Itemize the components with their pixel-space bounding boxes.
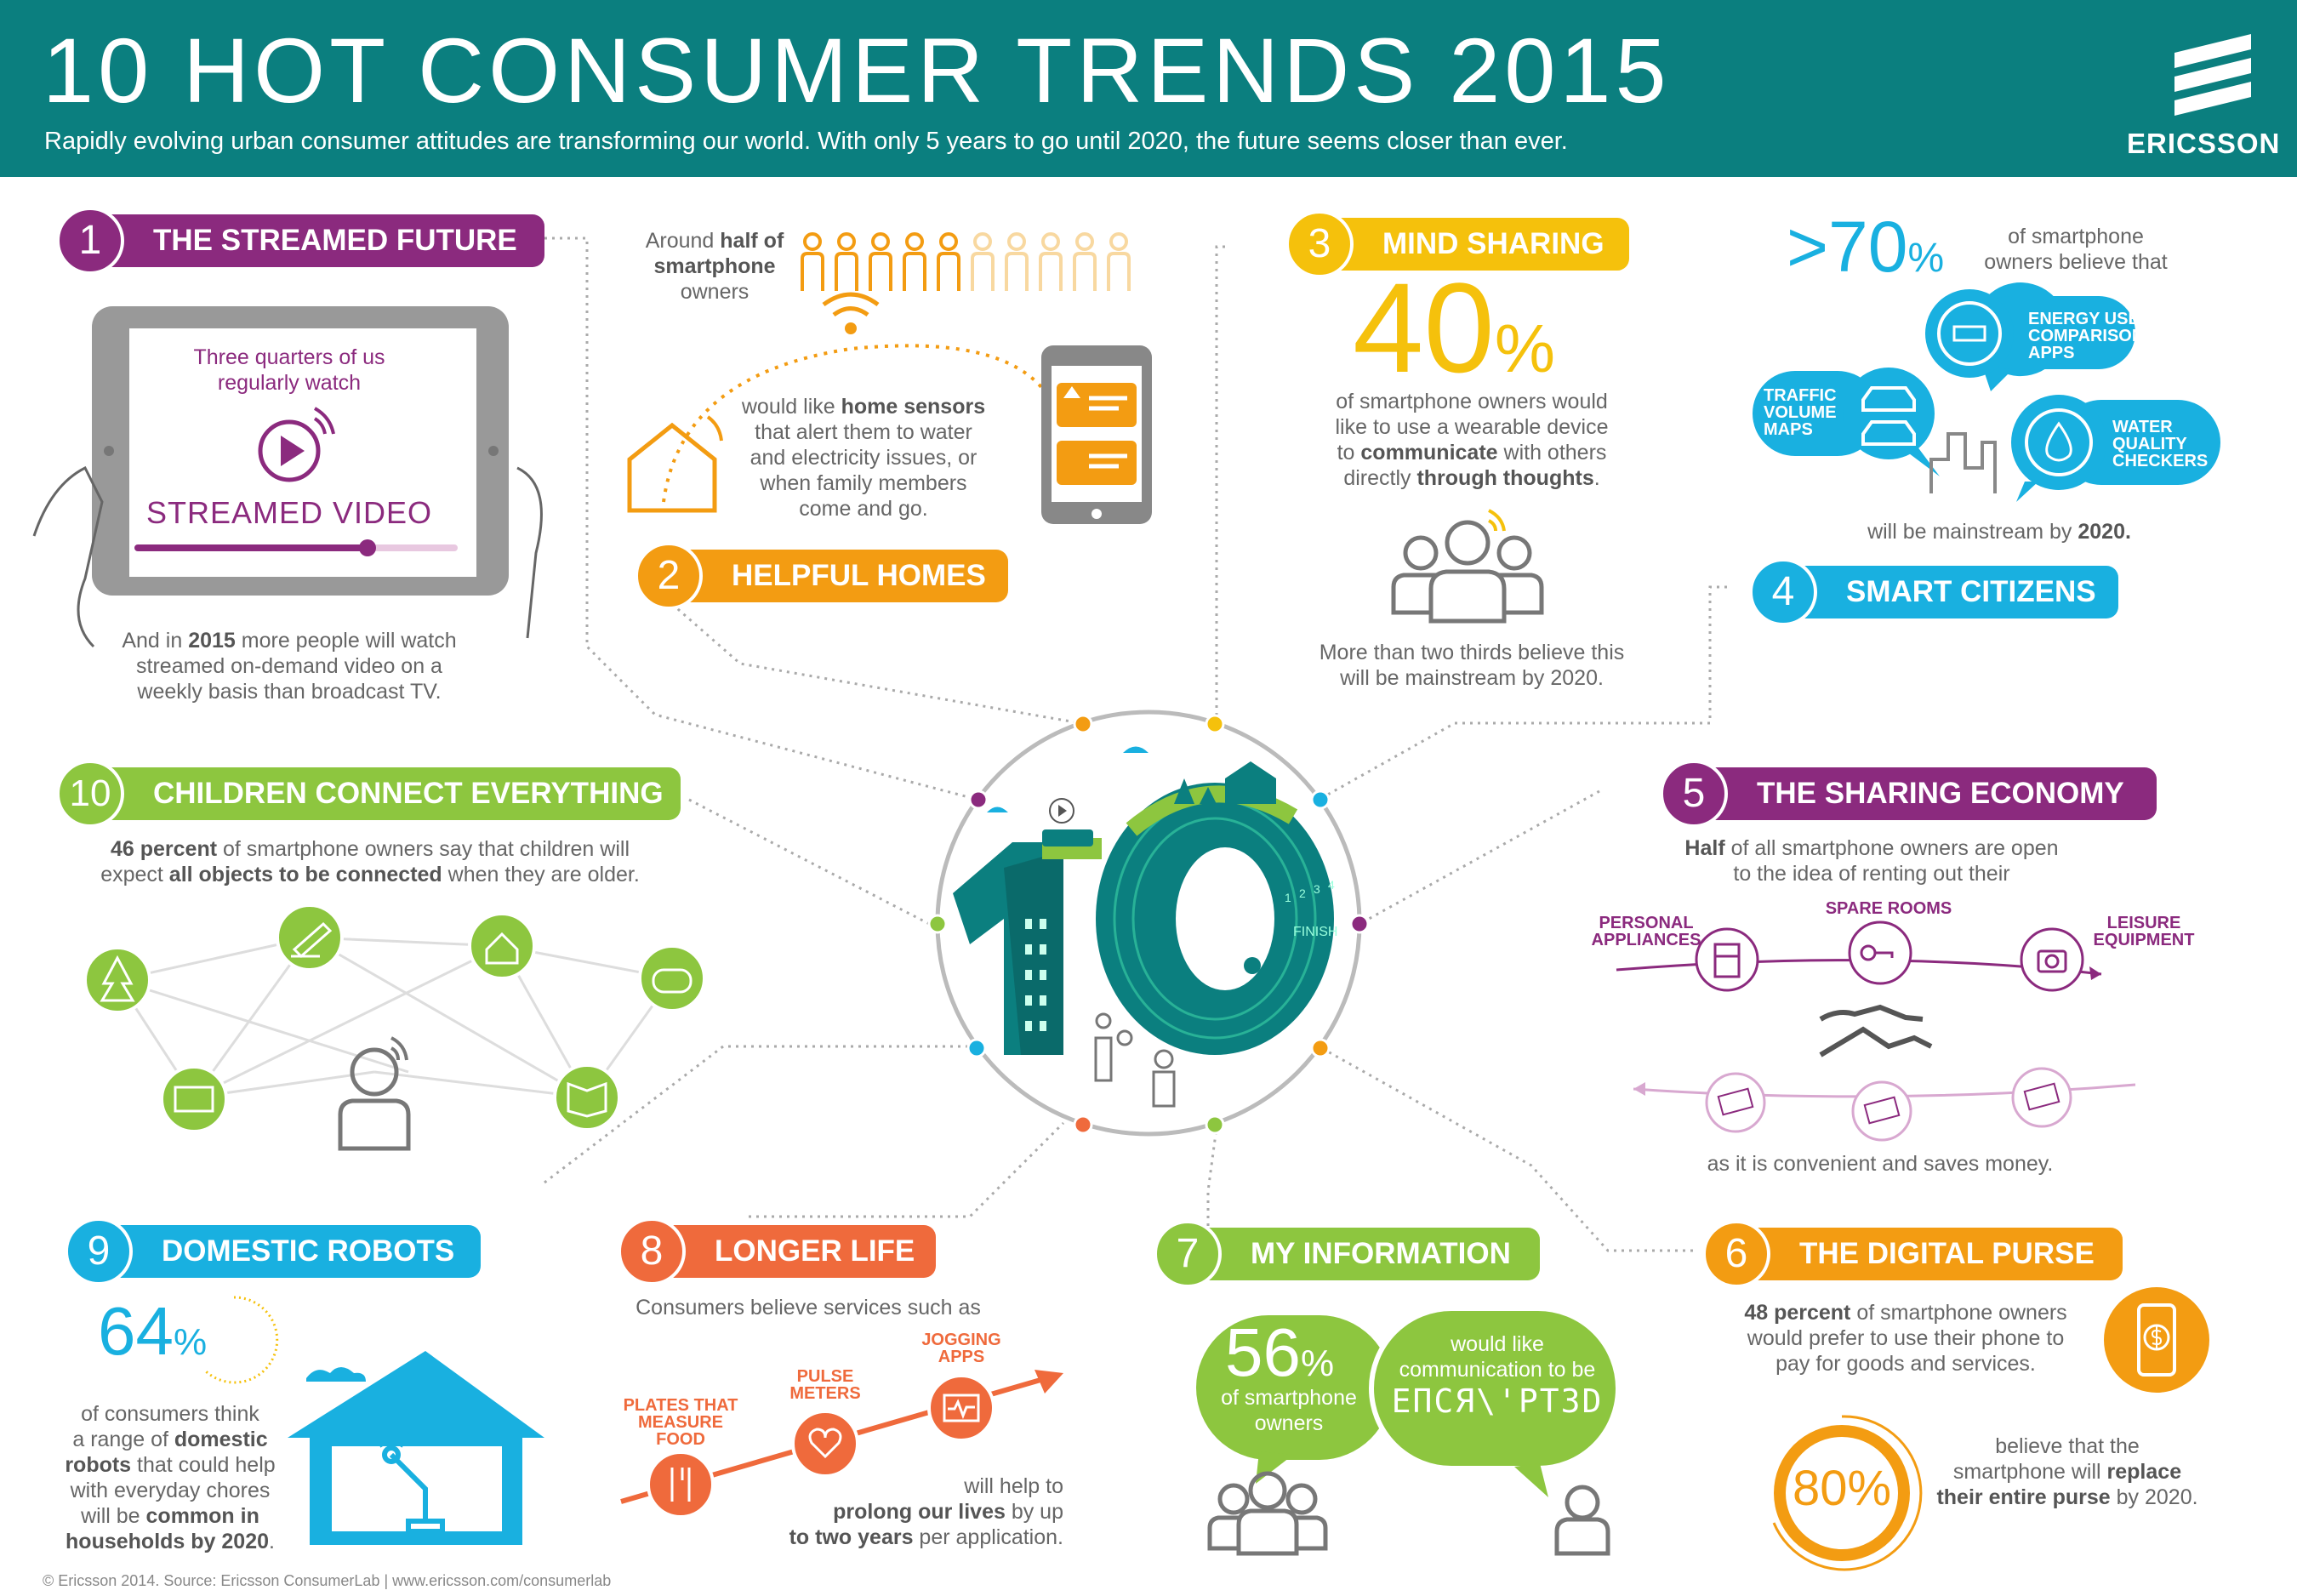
trend-4-energy-label: ENERGY USE COMPARISON APPS <box>2028 310 2145 362</box>
trend-4-top: of smartphone owners believe that <box>1984 225 2168 274</box>
lane-label-2: 2 <box>1299 886 1306 900</box>
trend-2-number: 2 <box>635 542 703 610</box>
home-sensor-illustration <box>627 292 1152 524</box>
trend-10-number: 10 <box>56 760 124 828</box>
trend-3-percent: 40% <box>1353 256 1555 399</box>
trend-8-jogging-label: JOGGING APPS <box>921 1331 1001 1366</box>
person-icon <box>869 232 892 291</box>
person-icon <box>903 232 926 291</box>
trend-9-text: of consumers think a range of domestic ro… <box>65 1402 276 1553</box>
trend-2-label: HELPFUL HOMES <box>655 550 1008 602</box>
trend-5-appliances-label: PERSONAL APPLIANCES <box>1591 914 1701 949</box>
trend-3-number: 3 <box>1285 210 1354 278</box>
owner-share-icons <box>801 232 1131 291</box>
trend-8-pulse-label: PULSE METERS <box>789 1367 861 1403</box>
trend-9-label: DOMESTIC ROBOTS <box>85 1225 481 1278</box>
trend-6-right-text: believe that the smartphone will replace … <box>1936 1434 2198 1509</box>
trend-10-text: 46 percent of smartphone owners say that… <box>100 837 640 886</box>
trend-7-bubble-text: of smartphone owners <box>1221 1386 1357 1435</box>
trend-4-percent: >70% <box>1787 207 1945 287</box>
person-icon <box>835 232 858 291</box>
trend-5-label: THE SHARING ECONOMY <box>1680 767 2157 820</box>
finish-label: FINISH <box>1293 925 1338 939</box>
robot-house-icon <box>288 1351 544 1545</box>
trend-7-label: MY INFORMATION <box>1174 1228 1540 1280</box>
trend-6-label: THE DIGITAL PURSE <box>1723 1228 2123 1280</box>
page-title: 10 HOT CONSUMER TRENDS 2015 <box>43 19 1671 122</box>
trend-8-label: LONGER LIFE <box>638 1225 936 1278</box>
trend-6-number: 6 <box>1702 1220 1770 1288</box>
trend-7-encrypted: ЕПСЯ\'РТ3D <box>1391 1382 1604 1420</box>
trend-4-water-label: WATER QUALITY CHECKERS <box>2112 418 2209 470</box>
trend-8-bottom: will help to prolong our lives by up to t… <box>789 1474 1063 1549</box>
trend-5-leisure-label: LEISURE EQUIPMENT <box>2093 914 2195 949</box>
trend-10-label: CHILDREN CONNECT EVERYTHING <box>77 767 681 820</box>
connected-objects-network <box>83 903 706 1151</box>
trend-1-label: THE STREAMED FUTURE <box>77 214 544 267</box>
sharing-economy-illustration <box>1616 921 2136 1142</box>
lane-label-4: 4 <box>1328 878 1335 892</box>
trend-8-number: 8 <box>618 1217 686 1285</box>
trend-4-label: SMART CITIZENS <box>1770 566 2118 618</box>
trend-3-text: of smartphone owners would like to use a … <box>1335 390 1609 490</box>
group-people-icon <box>1391 509 1544 624</box>
footer-credit: © Ericsson 2014. Source: Ericsson Consum… <box>43 1572 612 1589</box>
trend-1-note: And in 2015 more people will watch strea… <box>122 629 457 704</box>
person-icon <box>801 232 824 291</box>
ten-illustration <box>953 746 1334 1108</box>
trend-7-number: 7 <box>1154 1220 1222 1288</box>
ericsson-logo-icon <box>2174 34 2251 116</box>
person-icon <box>1073 232 1097 291</box>
lane-label-3: 3 <box>1314 882 1320 896</box>
person-icon <box>1005 232 1029 291</box>
trend-3-label: MIND SHARING <box>1306 218 1629 271</box>
trend-6-text: 48 percent of smartphone owners would pre… <box>1744 1301 2067 1376</box>
trend-2-text: would like home sensors that alert them t… <box>741 395 986 521</box>
trend-1-tablet-line1: Three quarters of us <box>193 345 385 369</box>
brand-name: ERICSSON <box>2127 128 2281 159</box>
person-icon <box>937 232 960 291</box>
trend-5-bottom: as it is convenient and saves money. <box>1707 1152 2054 1176</box>
trend-7-percent: 56% <box>1225 1314 1335 1390</box>
trend-5-rooms-label: SPARE ROOMS <box>1825 899 1952 918</box>
trend-6-percent: 80% <box>1792 1461 1892 1516</box>
trend-1-tablet-line2: regularly watch <box>217 371 362 395</box>
trend-4-number: 4 <box>1749 558 1817 626</box>
purse-percent-ring <box>1772 1415 1923 1571</box>
trend-3-note: More than two thirds believe this will be… <box>1319 641 1625 690</box>
trend-8-plates-label: PLATES THAT MEASURE FOOD <box>623 1396 738 1449</box>
smart-citizen-bubbles <box>1753 282 2220 502</box>
trend-5-top: Half of all smartphone owners are open to… <box>1684 836 2059 886</box>
header-banner <box>0 0 2297 177</box>
trend-5-number: 5 <box>1660 760 1728 828</box>
trend-8-top: Consumers believe services such as <box>636 1296 981 1320</box>
person-icon <box>971 232 995 291</box>
tablet-icon <box>32 306 543 648</box>
trend-7-right-text: would like communication to be <box>1399 1332 1596 1382</box>
lane-label-1: 1 <box>1285 891 1291 904</box>
trend-1-tablet-big: STREAMED VIDEO <box>145 495 433 530</box>
information-bubbles <box>1196 1306 1621 1556</box>
trend-9-number: 9 <box>65 1217 133 1285</box>
trend-1-number: 1 <box>56 207 124 275</box>
page-subtitle: Rapidly evolving urban consumer attitude… <box>44 128 1568 155</box>
person-icon <box>1107 232 1131 291</box>
phone-payment-icon <box>2104 1287 2209 1393</box>
trend-9-percent: 64% <box>98 1293 208 1369</box>
trend-4-traffic-label: TRAFFIC VOLUME MAPS <box>1764 386 1837 439</box>
longer-life-arrow <box>620 1370 1063 1519</box>
person-icon <box>1039 232 1063 291</box>
trend-4-bottom: will be mainstream by 2020. <box>1867 520 2131 544</box>
trend-2-top-text: Around half of smartphone owners <box>645 229 784 304</box>
